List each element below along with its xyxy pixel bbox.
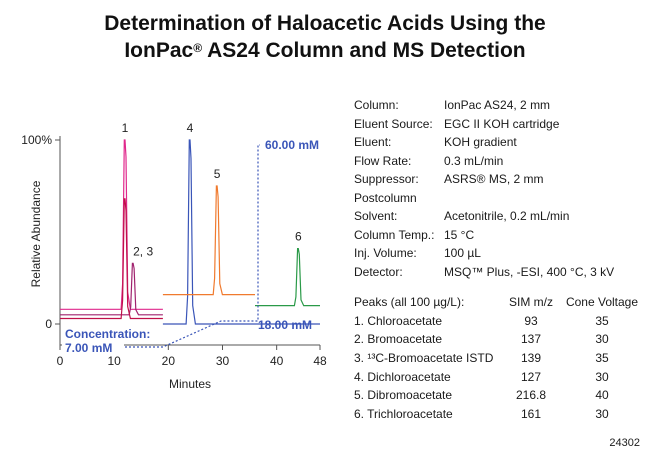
- concentration-label: Concentration:: [65, 327, 150, 341]
- peaks-table-cell: 1. Chloroacetate: [354, 313, 443, 328]
- peak-label: 4: [187, 121, 194, 135]
- chromatogram-trace: [60, 262, 163, 316]
- x-tick-label: 40: [270, 354, 284, 368]
- concentration-high-value: 60.00 mM: [265, 138, 319, 152]
- condition-value: 0.3 mL/min: [444, 153, 504, 168]
- x-tick-label: 10: [107, 354, 121, 368]
- peaks-table-cell: 30: [595, 407, 609, 422]
- condition-key: Postcolumn: [354, 190, 417, 205]
- condition-value: EGC II KOH cartridge: [444, 116, 560, 131]
- peaks-header-cell: Peaks (all 100 µg/L):: [354, 295, 465, 309]
- x-tick-label: 30: [216, 354, 230, 368]
- peaks-table-cell: 127: [520, 369, 542, 384]
- chromatogram-trace: [255, 248, 320, 307]
- peaks-table-row: 3. ¹³C-Bromoacetate ISTD 139 35: [354, 349, 644, 368]
- condition-key: Solvent:: [354, 209, 398, 223]
- peak-label: 6: [295, 230, 302, 244]
- peaks-table-row: 1. Chloroacetate 93 35: [354, 312, 644, 331]
- peaks-table: Peaks (all 100 µg/L): SIM m/z Cone Voltage…: [354, 293, 644, 424]
- chromatogram-trace: [60, 198, 163, 320]
- concentration-high-box: [262, 136, 328, 152]
- concentration-label-box: [62, 326, 157, 342]
- condition-key: Eluent:: [354, 135, 392, 149]
- condition-value: 15 °C: [444, 227, 475, 242]
- peak-label: 5: [214, 167, 221, 181]
- peaks-table-cell: 30: [595, 369, 609, 384]
- peaks-table-cell: 5. Dibromoacetate: [354, 388, 453, 403]
- title-rest: AS24 Column and MS Detection: [202, 39, 526, 62]
- peaks-table-cell: 93: [524, 313, 538, 328]
- condition-key: Detector:: [354, 264, 403, 279]
- condition-value: KOH gradient: [444, 135, 517, 149]
- peaks-table-cell: 161: [520, 407, 542, 422]
- y-tick-label: 100%: [21, 133, 52, 147]
- peaks-table-cell: 35: [595, 351, 609, 366]
- title-line-2: IonPac® AS24 Column and MS Detection: [0, 37, 650, 64]
- peaks-header-row: Peaks (all 100 µg/L): SIM m/z Cone Voltage: [354, 293, 644, 312]
- peaks-table-cell: 3. ¹³C-Bromoacetate ISTD: [354, 351, 494, 366]
- chromatogram-trace: [162, 185, 255, 296]
- concentration-low-value: 7.00 mM: [65, 341, 112, 355]
- chromatogram-trace: [162, 139, 320, 325]
- peaks-table-row: 6. Trichloroacetate 161 30: [354, 405, 644, 424]
- peaks-table-cell: 137: [520, 332, 542, 347]
- peaks-table-cell: 139: [520, 351, 542, 366]
- x-tick-label: 48: [313, 354, 327, 368]
- peaks-header-cell: SIM m/z: [509, 295, 553, 309]
- concentration-value-box: [62, 341, 124, 355]
- peaks-table-cell: 40: [595, 388, 609, 403]
- x-tick-label: 0: [57, 354, 64, 368]
- peaks-table-row: 2. Bromoacetate 137 30: [354, 330, 644, 349]
- peaks-table-cell: 2. Bromoacetate: [354, 332, 443, 347]
- condition-value: MSQ™ Plus, -ESI, 400 °C, 3 kV: [444, 264, 615, 279]
- chromatogram-trace: [60, 139, 163, 310]
- peaks-table-row: 5. Dibromoacetate 216.8 40: [354, 386, 644, 405]
- condition-key: Column Temp.:: [354, 227, 435, 242]
- peaks-table-cell: 6. Trichloroacetate: [354, 407, 453, 422]
- condition-key: Eluent Source:: [354, 116, 433, 131]
- peak-label: 2, 3: [133, 244, 153, 258]
- condition-key: Suppressor:: [354, 172, 419, 186]
- peaks-table-cell: 30: [595, 332, 609, 347]
- condition-key: Column:: [354, 98, 399, 112]
- peaks-header-cell: Cone Voltage: [565, 295, 639, 309]
- title-line-1: Determination of Haloacetic Acids Using …: [104, 12, 546, 35]
- condition-key: Flow Rate:: [354, 153, 412, 168]
- condition-value: 100 µL: [444, 246, 481, 260]
- title-ionpac: IonPac: [124, 39, 194, 62]
- peaks-table-cell: 35: [595, 313, 609, 328]
- chart-title: Determination of Haloacetic Acids Using …: [0, 10, 650, 64]
- title-registered-mark: ®: [193, 41, 203, 55]
- x-axis-label: Minutes: [169, 377, 211, 391]
- x-tick-label: 20: [162, 354, 176, 368]
- figure-id: 24302: [609, 437, 640, 449]
- concentration-mid-value: 18.00 mM: [258, 318, 312, 332]
- condition-value: ASRS® MS, 2 mm: [444, 172, 544, 186]
- y-axis-label: Relative Abundance: [29, 180, 43, 287]
- condition-key: Inj. Volume:: [354, 246, 417, 260]
- peak-label: 1: [122, 121, 129, 135]
- condition-value: IonPac AS24, 2 mm: [444, 98, 551, 112]
- y-tick-label: 0: [45, 317, 52, 331]
- condition-value: Acetonitrile, 0.2 mL/min: [444, 209, 570, 223]
- peaks-table-cell: 4. Dichloroacetate: [354, 369, 451, 384]
- gradient-profile-line: [125, 144, 260, 348]
- peaks-table-cell: 216.8: [515, 388, 547, 403]
- peaks-table-row: 4. Dichloroacetate 127 30: [354, 368, 644, 387]
